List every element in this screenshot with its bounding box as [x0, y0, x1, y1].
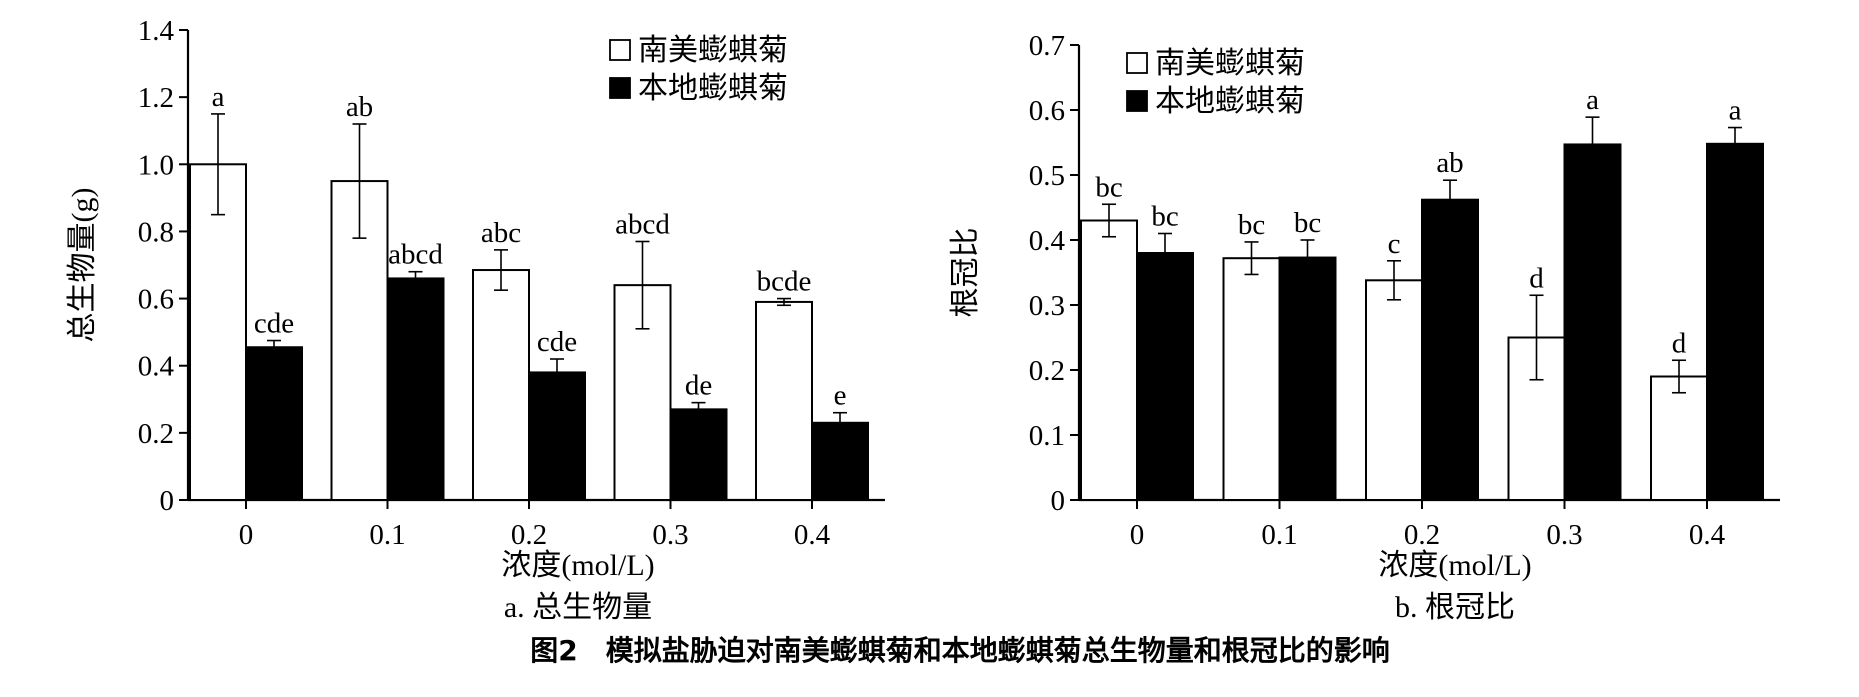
significance-label: d — [1529, 262, 1544, 294]
significance-label: a — [1729, 95, 1742, 127]
y-tick-label: 0.8 — [138, 216, 174, 248]
bar — [1706, 142, 1764, 502]
chart-subtitle: b. 根冠比 — [1395, 591, 1515, 624]
bar — [386, 277, 445, 501]
bar — [811, 421, 869, 501]
y-axis-title: 总生物量(g) — [66, 188, 99, 343]
significance-label: c — [1388, 228, 1401, 260]
legend-swatch — [609, 39, 631, 61]
legend-swatch — [1126, 52, 1148, 74]
significance-label: a — [1586, 84, 1599, 116]
significance-label: bcde — [757, 266, 812, 298]
x-tick-label: 0.1 — [1261, 519, 1297, 551]
x-tick-label: 0.1 — [369, 519, 405, 551]
significance-label: a — [212, 81, 225, 113]
y-tick-label: 0 — [1051, 485, 1066, 517]
bar — [1650, 375, 1708, 501]
bar — [1080, 219, 1138, 501]
y-tick-label: 0.2 — [138, 418, 174, 450]
y-tick-label: 0.4 — [1029, 225, 1066, 257]
legend-label: 本地蟛蜞菊 — [1155, 85, 1305, 118]
y-tick-label: 1.4 — [138, 15, 175, 47]
y-tick-label: 0.5 — [1029, 160, 1065, 192]
bar — [472, 269, 530, 501]
bar — [189, 163, 247, 502]
bar — [1222, 257, 1281, 502]
bar — [1136, 252, 1194, 501]
x-tick-label: 0 — [1130, 519, 1145, 551]
significance-label: bc — [1238, 209, 1265, 241]
legend-label: 南美蟛蜞菊 — [1155, 47, 1305, 80]
y-tick-label: 0 — [160, 485, 175, 517]
significance-label: bc — [1151, 201, 1178, 233]
significance-label: de — [685, 370, 712, 402]
legend-label: 南美蟛蜞菊 — [638, 34, 788, 67]
y-tick-label: 0.7 — [1029, 30, 1065, 62]
bar — [1563, 143, 1622, 501]
y-tick-label: 0.4 — [138, 351, 175, 383]
bar — [1278, 256, 1337, 501]
legend-swatch — [609, 77, 631, 99]
significance-label: ab — [346, 91, 373, 123]
significance-label: abcd — [615, 209, 670, 241]
significance-label: abc — [481, 217, 521, 249]
bar — [528, 371, 586, 501]
x-tick-label: 0.2 — [1404, 519, 1440, 551]
figure-caption: 图2 模拟盐胁迫对南美蟛蜞菊和本地蟛蜞菊总生物量和根冠比的影响 — [530, 634, 1390, 667]
y-axis-title: 根冠比 — [949, 228, 982, 318]
significance-label: bc — [1095, 171, 1122, 203]
y-tick-label: 0.2 — [1029, 355, 1065, 387]
bar — [755, 300, 813, 501]
x-tick-label: 0.3 — [1546, 519, 1582, 551]
chart-subtitle: a. 总生物量 — [504, 591, 652, 624]
legend-swatch — [1126, 90, 1148, 112]
legend-label: 本地蟛蜞菊 — [638, 72, 788, 105]
x-axis-title: 浓度(mol/L) — [501, 549, 654, 582]
x-tick-label: 0.2 — [511, 519, 547, 551]
significance-label: cde — [254, 308, 294, 340]
y-tick-label: 0.6 — [138, 284, 174, 316]
significance-label: bc — [1294, 207, 1321, 239]
x-tick-label: 0 — [239, 519, 254, 551]
bar — [1421, 198, 1479, 501]
y-tick-label: 1.2 — [138, 82, 174, 114]
x-tick-label: 0.4 — [794, 519, 831, 551]
chart-total-biomass: 0 0.2 0.4 0.6 0.8 1.0 1.2 1.4 0 a cde 0.1 ab abcd 0.2 a… — [66, 15, 885, 624]
y-tick-label: 1.0 — [138, 149, 174, 181]
x-axis-title: 浓度(mol/L) — [1378, 549, 1531, 582]
bar — [245, 346, 303, 501]
significance-label: ab — [1436, 147, 1463, 179]
bar — [669, 408, 728, 502]
y-tick-label: 0.1 — [1029, 420, 1065, 452]
y-tick-label: 0.3 — [1029, 290, 1065, 322]
y-tick-label: 0.6 — [1029, 95, 1065, 127]
significance-label: d — [1672, 327, 1687, 359]
bar — [1365, 279, 1423, 501]
significance-label: e — [834, 380, 847, 412]
x-tick-label: 0.4 — [1689, 519, 1726, 551]
x-tick-label: 0.3 — [652, 519, 688, 551]
significance-label: abcd — [388, 239, 443, 271]
significance-label: cde — [537, 326, 577, 358]
